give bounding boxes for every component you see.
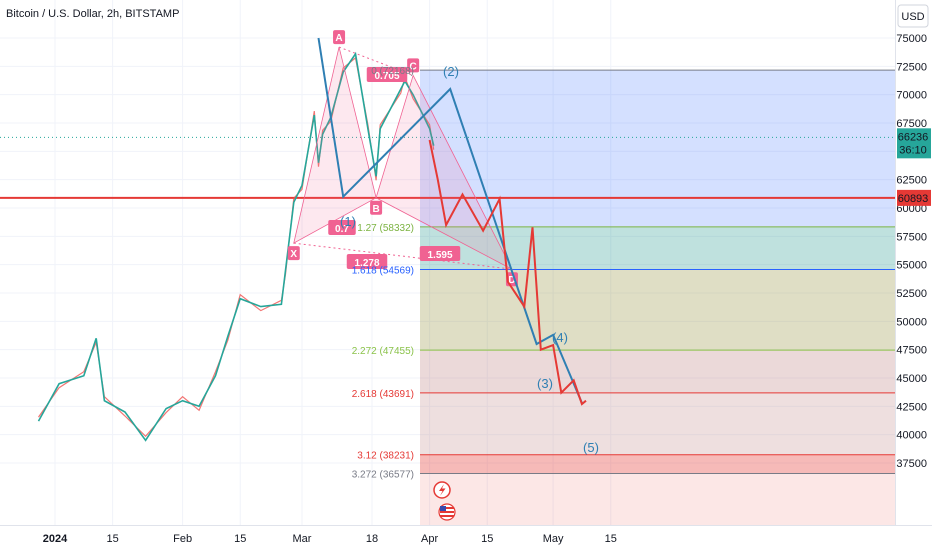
price-tick-label: 57500 xyxy=(896,231,927,243)
price-tick-label: 40000 xyxy=(896,430,927,442)
elliott-wave-label: (2) xyxy=(443,64,459,79)
pattern-point-label: A xyxy=(335,33,342,44)
fib-level-label: 1.618 (54569) xyxy=(352,266,414,277)
pattern-point-label: B xyxy=(372,204,379,215)
current-price-tag-bg xyxy=(897,128,931,159)
pattern-ratio-label: 1.278 xyxy=(354,258,379,269)
pattern-point-label: D xyxy=(508,275,515,286)
price-tick-label: 70000 xyxy=(896,90,927,102)
price-tick-label: 75000 xyxy=(896,33,927,45)
fib-level-label: 0 (72168) xyxy=(371,66,414,77)
pattern-ratio-badge xyxy=(328,220,356,235)
price-tick-label: 50000 xyxy=(896,316,927,328)
pattern-ratio-badge xyxy=(366,67,408,82)
symbol-title: Bitcoin / U.S. Dollar, 2h, BITSTAMP xyxy=(6,8,179,20)
elliott-wave-label: (3) xyxy=(537,376,553,391)
pattern-ratio-badge xyxy=(346,254,388,269)
price-tick-label: 45000 xyxy=(896,373,927,385)
currency-button[interactable] xyxy=(897,4,929,28)
pattern-point-badge xyxy=(407,58,420,73)
fib-zone xyxy=(420,392,895,455)
projection-line xyxy=(428,139,587,406)
countdown-tag: 36:10 xyxy=(899,144,927,156)
elliott-wave-label: (1) xyxy=(340,214,356,229)
fib-level-labels: 0 (72168) 1.27 (58332) 1.618 (54569) 2.272 … xyxy=(352,66,414,480)
elliott-wave-line xyxy=(317,37,583,404)
pattern-point-badge xyxy=(333,30,346,45)
price-tick-label: 42500 xyxy=(896,401,927,413)
currency-label: USD xyxy=(901,11,924,23)
lightning-icon[interactable] xyxy=(433,481,451,499)
support-price-tag: 60893 xyxy=(898,193,929,205)
fib-level-label: 2.618 (43691) xyxy=(352,389,414,400)
fib-level-label: 3.12 (38231) xyxy=(357,451,414,462)
pattern-point-badge xyxy=(370,200,383,215)
current-price-tag: 66236 xyxy=(898,131,929,143)
fib-zones xyxy=(0,69,895,525)
price-tick-label: 37500 xyxy=(896,458,927,470)
time-tick-label: 15 xyxy=(481,533,493,545)
price-tick-label: 60000 xyxy=(896,203,927,215)
price-axis[interactable]: 7500072500700006750065000625006000057500… xyxy=(896,33,931,470)
price-tick-label: 52500 xyxy=(896,288,927,300)
fib-zone xyxy=(420,269,895,351)
us-flag-icon[interactable] xyxy=(438,503,456,521)
price-tick-label: 72500 xyxy=(896,61,927,73)
pattern-point-badge xyxy=(287,246,300,261)
elliott-wave-label: (4) xyxy=(552,330,568,345)
pattern-ratio-label: 0.705 xyxy=(374,71,399,82)
pattern-ratio-label: 1.595 xyxy=(427,250,452,261)
pattern-ratio-badge xyxy=(419,246,461,261)
time-axis-bg xyxy=(0,526,932,550)
price-tick-label: 62500 xyxy=(896,175,927,187)
fib-level-label: 2.272 (47455) xyxy=(352,346,414,357)
fib-zone xyxy=(420,473,895,525)
time-tick-label: 15 xyxy=(234,533,246,545)
time-tick-label: Apr xyxy=(421,533,438,545)
time-tick-label: Mar xyxy=(293,533,312,545)
fib-zone xyxy=(420,70,895,227)
pattern-xd xyxy=(293,242,513,270)
projection-path xyxy=(428,139,587,406)
time-tick-label: 15 xyxy=(605,533,617,545)
fib-zone xyxy=(420,454,895,474)
support-price-tag-bg xyxy=(897,189,931,206)
time-axis[interactable]: 2024 15 Feb 15 Mar 18 Apr 15 May 15 xyxy=(43,533,617,545)
time-tick-label: 18 xyxy=(366,533,378,545)
time-tick-label: 2024 xyxy=(43,533,68,545)
time-tick-label: 15 xyxy=(107,533,119,545)
pattern-point-label: X xyxy=(290,249,297,260)
price-series xyxy=(37,51,435,442)
fib-zone xyxy=(420,350,895,393)
time-tick-label: Feb xyxy=(173,533,192,545)
elliott-waves: (1) (2) (3) (4) (5) xyxy=(317,37,599,455)
pattern-ratio-label: 0.7 xyxy=(335,224,349,235)
price-axis-bg xyxy=(896,0,932,526)
price-tick-label: 55000 xyxy=(896,260,927,272)
price-line xyxy=(37,51,435,442)
fib-level-label: 1.27 (58332) xyxy=(357,223,414,234)
elliott-wave-label: (5) xyxy=(583,440,599,455)
fib-level-label: 3.272 (36577) xyxy=(352,469,414,480)
pattern-point-label: C xyxy=(410,61,417,72)
time-tick-label: May xyxy=(543,533,564,545)
price-tick-label: 47500 xyxy=(896,345,927,357)
price-tick-label: 67500 xyxy=(896,118,927,130)
